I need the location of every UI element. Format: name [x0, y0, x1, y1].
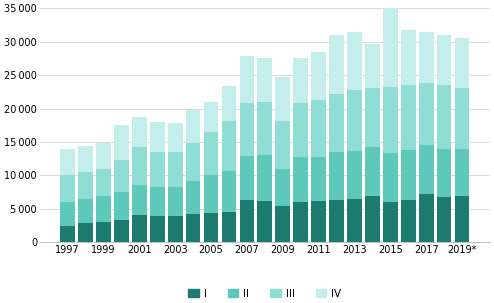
- Bar: [96, 169, 111, 196]
- Bar: [347, 91, 362, 151]
- Bar: [275, 121, 290, 169]
- Bar: [365, 44, 380, 88]
- Bar: [186, 214, 201, 242]
- Bar: [168, 123, 183, 152]
- Bar: [347, 199, 362, 242]
- Bar: [419, 194, 434, 242]
- Bar: [96, 143, 111, 169]
- Bar: [257, 155, 272, 201]
- Bar: [96, 222, 111, 242]
- Bar: [114, 160, 129, 191]
- Bar: [168, 187, 183, 216]
- Bar: [204, 175, 218, 213]
- Bar: [454, 149, 469, 196]
- Bar: [437, 197, 452, 242]
- Bar: [60, 201, 75, 226]
- Bar: [365, 88, 380, 147]
- Bar: [240, 102, 254, 156]
- Bar: [60, 226, 75, 242]
- Bar: [365, 147, 380, 195]
- Bar: [454, 196, 469, 242]
- Bar: [240, 200, 254, 242]
- Bar: [311, 157, 326, 201]
- Bar: [347, 151, 362, 199]
- Bar: [186, 110, 201, 143]
- Bar: [311, 201, 326, 242]
- Bar: [78, 199, 93, 223]
- Bar: [222, 86, 236, 121]
- Bar: [329, 152, 344, 200]
- Bar: [401, 200, 415, 242]
- Bar: [222, 212, 236, 242]
- Bar: [275, 77, 290, 121]
- Bar: [168, 216, 183, 242]
- Bar: [222, 171, 236, 212]
- Bar: [419, 83, 434, 145]
- Bar: [401, 30, 415, 85]
- Bar: [60, 149, 75, 175]
- Bar: [401, 150, 415, 200]
- Bar: [114, 125, 129, 160]
- Bar: [311, 52, 326, 100]
- Bar: [419, 145, 434, 194]
- Bar: [275, 169, 290, 206]
- Bar: [96, 196, 111, 222]
- Bar: [437, 85, 452, 149]
- Bar: [401, 85, 415, 150]
- Bar: [186, 181, 201, 214]
- Bar: [293, 103, 308, 157]
- Bar: [240, 56, 254, 102]
- Bar: [78, 146, 93, 172]
- Bar: [204, 132, 218, 175]
- Bar: [293, 58, 308, 103]
- Bar: [150, 152, 165, 187]
- Bar: [132, 215, 147, 242]
- Bar: [222, 121, 236, 171]
- Bar: [454, 88, 469, 149]
- Bar: [383, 8, 398, 87]
- Bar: [240, 156, 254, 200]
- Bar: [311, 100, 326, 157]
- Bar: [150, 187, 165, 216]
- Bar: [257, 58, 272, 102]
- Bar: [150, 122, 165, 152]
- Legend: I, II, III, IV: I, II, III, IV: [184, 285, 346, 303]
- Bar: [293, 157, 308, 201]
- Bar: [204, 213, 218, 242]
- Bar: [275, 206, 290, 242]
- Bar: [78, 223, 93, 242]
- Bar: [132, 117, 147, 147]
- Bar: [383, 87, 398, 153]
- Bar: [437, 149, 452, 197]
- Bar: [60, 175, 75, 201]
- Bar: [114, 191, 129, 220]
- Bar: [132, 147, 147, 185]
- Bar: [293, 201, 308, 242]
- Bar: [329, 94, 344, 152]
- Bar: [437, 35, 452, 85]
- Bar: [150, 216, 165, 242]
- Bar: [329, 200, 344, 242]
- Bar: [329, 35, 344, 94]
- Bar: [257, 102, 272, 155]
- Bar: [257, 201, 272, 242]
- Bar: [365, 195, 380, 242]
- Bar: [383, 201, 398, 242]
- Bar: [168, 152, 183, 187]
- Bar: [204, 102, 218, 132]
- Bar: [78, 172, 93, 199]
- Bar: [347, 32, 362, 91]
- Bar: [383, 153, 398, 201]
- Bar: [114, 220, 129, 242]
- Bar: [132, 185, 147, 215]
- Bar: [186, 143, 201, 181]
- Bar: [454, 38, 469, 88]
- Bar: [419, 32, 434, 83]
